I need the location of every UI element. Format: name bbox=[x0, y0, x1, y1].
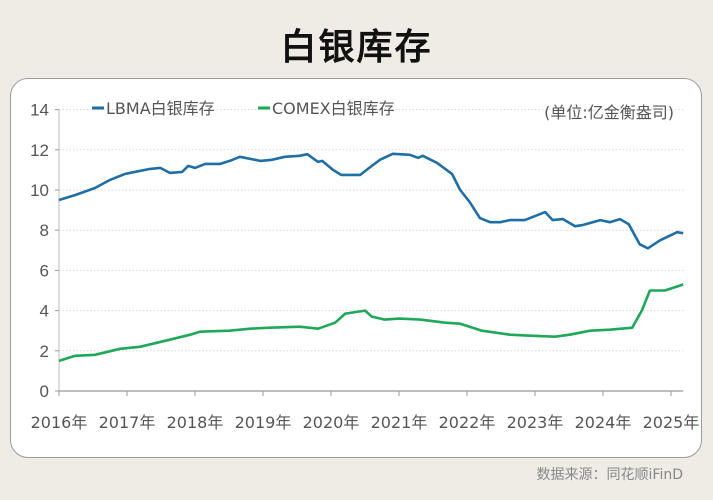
legend-label-1: COMEX白银库存 bbox=[272, 99, 395, 118]
data-source: 数据来源：同花顺iFinD bbox=[536, 467, 683, 483]
x-tick-label: 2022年 bbox=[439, 413, 496, 432]
y-tick-label: 12 bbox=[30, 141, 49, 160]
series-line-1 bbox=[58, 283, 684, 363]
y-tick-label: 14 bbox=[30, 101, 49, 120]
chart-card bbox=[10, 78, 702, 458]
unit-note: (单位:亿金衡盎司) bbox=[544, 103, 674, 122]
x-tick-label: 2025年 bbox=[643, 413, 700, 432]
x-tick-label: 2017年 bbox=[99, 413, 156, 432]
x-tick-label: 2019年 bbox=[235, 413, 292, 432]
legend-label-0: LBMA白银库存 bbox=[106, 99, 215, 118]
y-tick-label: 2 bbox=[40, 342, 49, 361]
y-tick-label: 6 bbox=[40, 261, 49, 280]
series-line-0 bbox=[58, 152, 684, 250]
x-tick-label: 2024年 bbox=[575, 413, 632, 432]
y-tick-label: 8 bbox=[40, 221, 49, 240]
x-tick-label: 2023年 bbox=[507, 413, 564, 432]
y-tick-label: 4 bbox=[40, 302, 49, 321]
x-tick-label: 2021年 bbox=[371, 413, 428, 432]
y-tick-label: 10 bbox=[30, 181, 49, 200]
page-title: 白银库存 bbox=[280, 27, 433, 68]
x-tick-label: 2016年 bbox=[31, 413, 88, 432]
y-tick-label: 0 bbox=[40, 382, 49, 401]
x-tick-label: 2020年 bbox=[303, 413, 360, 432]
x-tick-label: 2018年 bbox=[167, 413, 224, 432]
